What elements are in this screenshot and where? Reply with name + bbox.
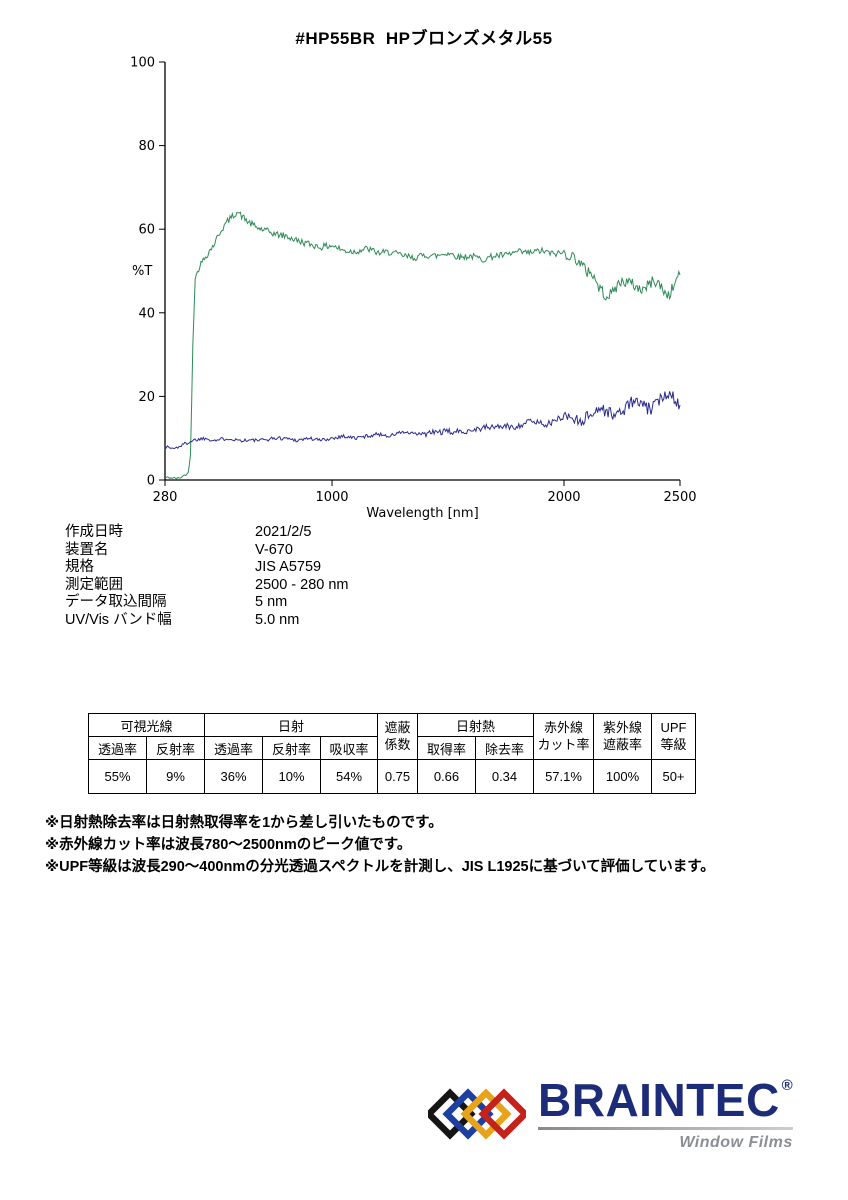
spectral-chart-svg: 0 20 40 60 80 100 280 1000 2000 2500 Wavelength [n… [130,56,696,522]
value-cell: 57.1% [533,759,594,794]
value-cell: 10% [262,759,321,794]
group-header-uv-shield: 紫外線 遮蔽率 [593,713,652,760]
group-header-visible: 可視光線 [88,713,205,737]
meta-value: JIS A5759 [255,559,322,575]
meta-label: UV/Vis バンド幅 [65,611,172,628]
meta-label: 測定範囲 [65,576,123,593]
sub-header-cell: 除去率 [475,736,534,760]
meta-value: 2021/2/5 [255,524,312,540]
footnote: ※UPF等級は波長290～400nmの分光透過スペクトルを計測し、JIS L19… [45,859,715,875]
spectral-chart: 0 20 40 60 80 100 280 1000 2000 2500 Wavelength [n… [120,50,700,522]
meta-row: 測定範囲 2500 - 280 nm [65,577,349,595]
svg-text:%T: %T [132,264,152,279]
sub-header-cell: 反射率 [146,736,205,760]
sub-header-cell: 吸収率 [320,736,378,760]
brand-name: BRAINTEC [538,1073,780,1126]
meta-label: 装置名 [65,541,109,558]
value-cell: 9% [146,759,205,794]
meta-value: 2500 - 280 nm [255,576,349,593]
page-title: #HP55BR HPブロンズメタル55 [295,29,553,48]
group-header-infrared-cut: 赤外線 カット率 [533,713,594,760]
registered-trademark-icon: ® [781,1076,793,1094]
svg-text:1000: 1000 [315,490,348,505]
svg-text:20: 20 [138,390,155,405]
svg-text:100: 100 [130,56,155,71]
sub-header-cell: 取得率 [417,736,476,760]
meta-row: 装置名 V-670 [65,542,349,560]
group-header-solar-heat: 日射熱 [417,713,534,737]
value-cell: 0.75 [377,759,418,794]
value-cell: 55% [88,759,147,794]
measurement-info: 作成日時 2021/2/5 装置名 V-670 規格 JIS A5759 測定範… [65,524,349,629]
brand-tagline: Window Films [679,1133,793,1151]
logo-rule [538,1126,793,1130]
results-table: 可視光線 日射 遮蔽 係数 日射熱 赤外線 カット率 紫外線 遮蔽率 UPF 等… [88,713,696,794]
value-cell: 100% [593,759,652,794]
group-header-solar: 日射 [204,713,378,737]
svg-text:280: 280 [153,490,178,505]
svg-text:Wavelength [nm]: Wavelength [nm] [366,506,478,520]
sub-header-cell: 反射率 [262,736,321,760]
svg-text:40: 40 [138,306,155,321]
meta-row: 規格 JIS A5759 [65,559,349,577]
meta-row: データ取込間隔 5 nm [65,594,349,612]
svg-text:0: 0 [147,474,155,489]
value-cell: 36% [204,759,263,794]
meta-row: UV/Vis バンド幅 5.0 nm [65,612,349,630]
meta-value: 5.0 nm [255,611,300,628]
footnote: ※赤外線カット率は波長780～2500nmのピーク値です。 [45,837,412,853]
meta-label: データ取込間隔 [65,594,167,610]
meta-value: 5 nm [255,594,288,610]
value-cell: 0.66 [417,759,476,794]
value-cell: 0.34 [475,759,534,794]
svg-text:60: 60 [138,223,155,238]
meta-label: 作成日時 [65,524,123,540]
value-cell: 54% [320,759,378,794]
braintec-logo: BRAINTEC ® Window Films [428,1074,793,1154]
footnote: ※日射熱除去率は日射熱取得率を1から差し引いたものです。 [45,815,443,831]
sub-header-cell: 透過率 [204,736,263,760]
value-cell: 50+ [651,759,696,794]
svg-text:2500: 2500 [663,490,696,505]
meta-row: 作成日時 2021/2/5 [65,524,349,542]
footnotes: ※日射熱除去率は日射熱取得率を1から差し引いたものです。 ※赤外線カット率は波長… [45,812,715,878]
svg-text:2000: 2000 [547,490,580,505]
meta-label: 規格 [65,559,94,575]
group-header-shading-coefficient: 遮蔽 係数 [377,713,418,760]
sub-header-cell: 透過率 [88,736,147,760]
svg-text:80: 80 [138,139,155,154]
group-header-upf: UPF 等級 [651,713,696,760]
meta-value: V-670 [255,541,293,558]
braintec-diamonds-icon [428,1088,526,1140]
